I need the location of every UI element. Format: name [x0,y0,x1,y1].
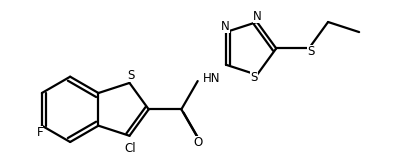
Text: S: S [307,45,314,58]
Text: Cl: Cl [124,142,136,155]
Text: S: S [128,69,135,82]
Text: HN: HN [203,72,221,85]
Text: O: O [194,136,203,149]
Text: N: N [221,20,230,33]
Text: S: S [251,71,258,84]
Text: F: F [37,126,43,139]
Text: N: N [253,10,262,23]
